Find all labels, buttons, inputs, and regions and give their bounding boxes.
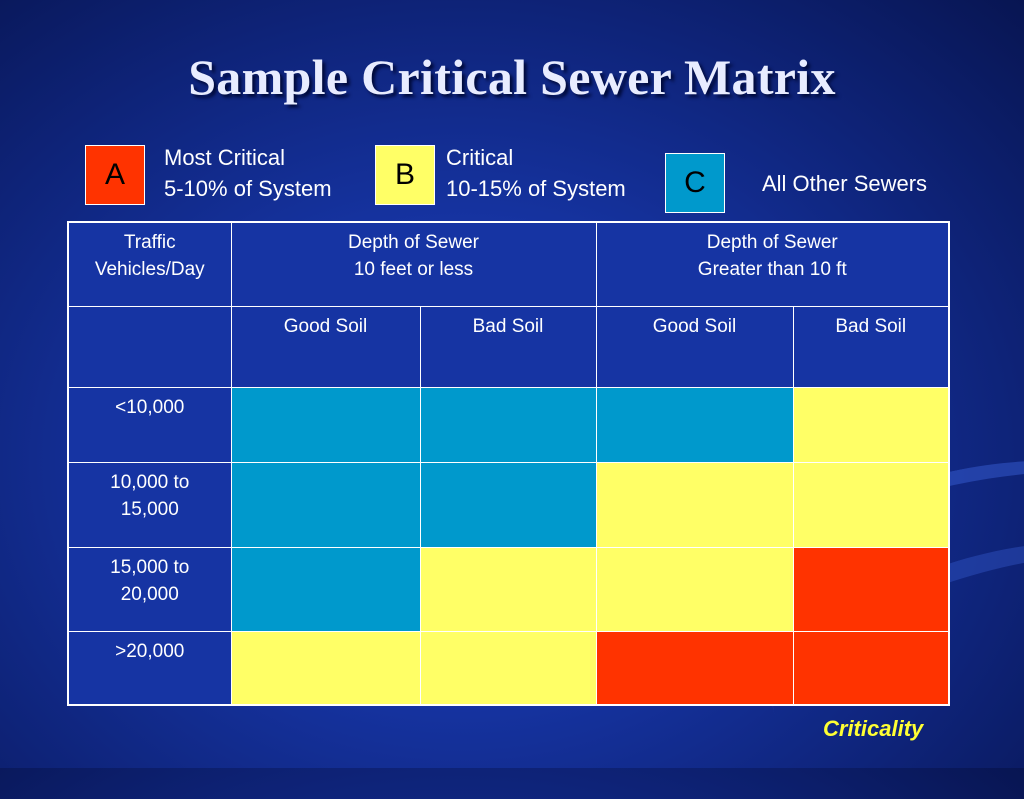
soil-label: Bad Soil — [419, 305, 597, 388]
matrix-cell — [419, 546, 597, 632]
matrix-cell — [230, 461, 421, 548]
legend-b-line2: 10-15% of System — [446, 176, 626, 201]
matrix-cell — [792, 546, 950, 632]
matrix-cell — [419, 461, 597, 548]
matrix-cell — [792, 461, 950, 548]
matrix-cell — [419, 386, 597, 463]
table-row: >20,000 — [67, 630, 950, 706]
matrix-cell — [595, 630, 794, 706]
legend-label-a: Most Critical 5-10% of System — [164, 142, 332, 204]
traffic-label-line: 10,000 to — [110, 471, 190, 493]
matrix-cell — [792, 386, 950, 463]
criticality-matrix: Traffic Vehicles/Day Depth of Sewer 10 f… — [67, 221, 951, 706]
traffic-label: <10,000 — [67, 386, 232, 463]
legend-code-a: A — [104, 158, 125, 191]
header-depth-deep: Depth of Sewer Greater than 10 ft — [595, 221, 950, 307]
legend-b-line1: Critical — [446, 145, 514, 170]
legend-box-b: B — [375, 145, 435, 205]
legend-box-c: C — [665, 153, 725, 213]
header-traffic-line2: Vehicles/Day — [94, 259, 205, 280]
legend-a-line2: 5-10% of System — [164, 176, 332, 201]
legend-label-c: All Other Sewers — [762, 168, 927, 199]
table-row: 15,000 to 20,000 — [67, 546, 950, 632]
traffic-label: 15,000 to 20,000 — [67, 546, 232, 632]
traffic-label: >20,000 — [67, 630, 232, 706]
table-row: 10,000 to 15,000 — [67, 461, 950, 548]
traffic-label-line: 20,000 — [120, 583, 179, 605]
header-depth-shallow-line2: 10 feet or less — [353, 259, 474, 280]
matrix-cell — [792, 630, 950, 706]
legend-box-a: A — [85, 145, 145, 205]
header-depth-shallow: Depth of Sewer 10 feet or less — [230, 221, 597, 307]
header-traffic: Traffic Vehicles/Day — [67, 221, 232, 307]
traffic-label: 10,000 to 15,000 — [67, 461, 232, 548]
traffic-label-line: <10,000 — [115, 396, 185, 418]
slide-title: Sample Critical Sewer Matrix — [188, 49, 836, 105]
header-depth-deep-line1: Depth of Sewer — [706, 232, 838, 253]
legend-a-line1: Most Critical — [164, 145, 286, 170]
matrix-cell — [595, 386, 794, 463]
criticality-label: Criticality — [823, 716, 924, 741]
header-depth-deep-line2: Greater than 10 ft — [697, 259, 847, 280]
matrix-cell — [230, 386, 421, 463]
soil-label: Bad Soil — [792, 305, 950, 388]
traffic-label-line: >20,000 — [115, 640, 185, 662]
table-header-row: Traffic Vehicles/Day Depth of Sewer 10 f… — [67, 221, 950, 307]
table-soil-row: Good Soil Bad Soil Good Soil Bad Soil — [67, 305, 950, 388]
legend-code-b: B — [394, 158, 415, 191]
header-depth-shallow-line1: Depth of Sewer — [348, 232, 479, 253]
legend-label-b: Critical 10-15% of System — [446, 142, 626, 204]
header-traffic-line1: Traffic — [123, 232, 176, 253]
soil-label: Good Soil — [595, 305, 794, 388]
soil-row-blank — [67, 305, 232, 388]
soil-label: Good Soil — [230, 305, 421, 388]
matrix-cell — [230, 546, 421, 632]
matrix-cell — [230, 630, 421, 706]
legend-code-c: C — [684, 166, 706, 199]
matrix-cell — [595, 461, 794, 548]
table-row: <10,000 — [67, 386, 950, 463]
matrix-cell — [419, 630, 597, 706]
matrix-cell — [595, 546, 794, 632]
legend-c-line1: All Other Sewers — [762, 171, 928, 196]
traffic-label-line: 15,000 — [120, 498, 179, 520]
traffic-label-line: 15,000 to — [110, 556, 190, 578]
